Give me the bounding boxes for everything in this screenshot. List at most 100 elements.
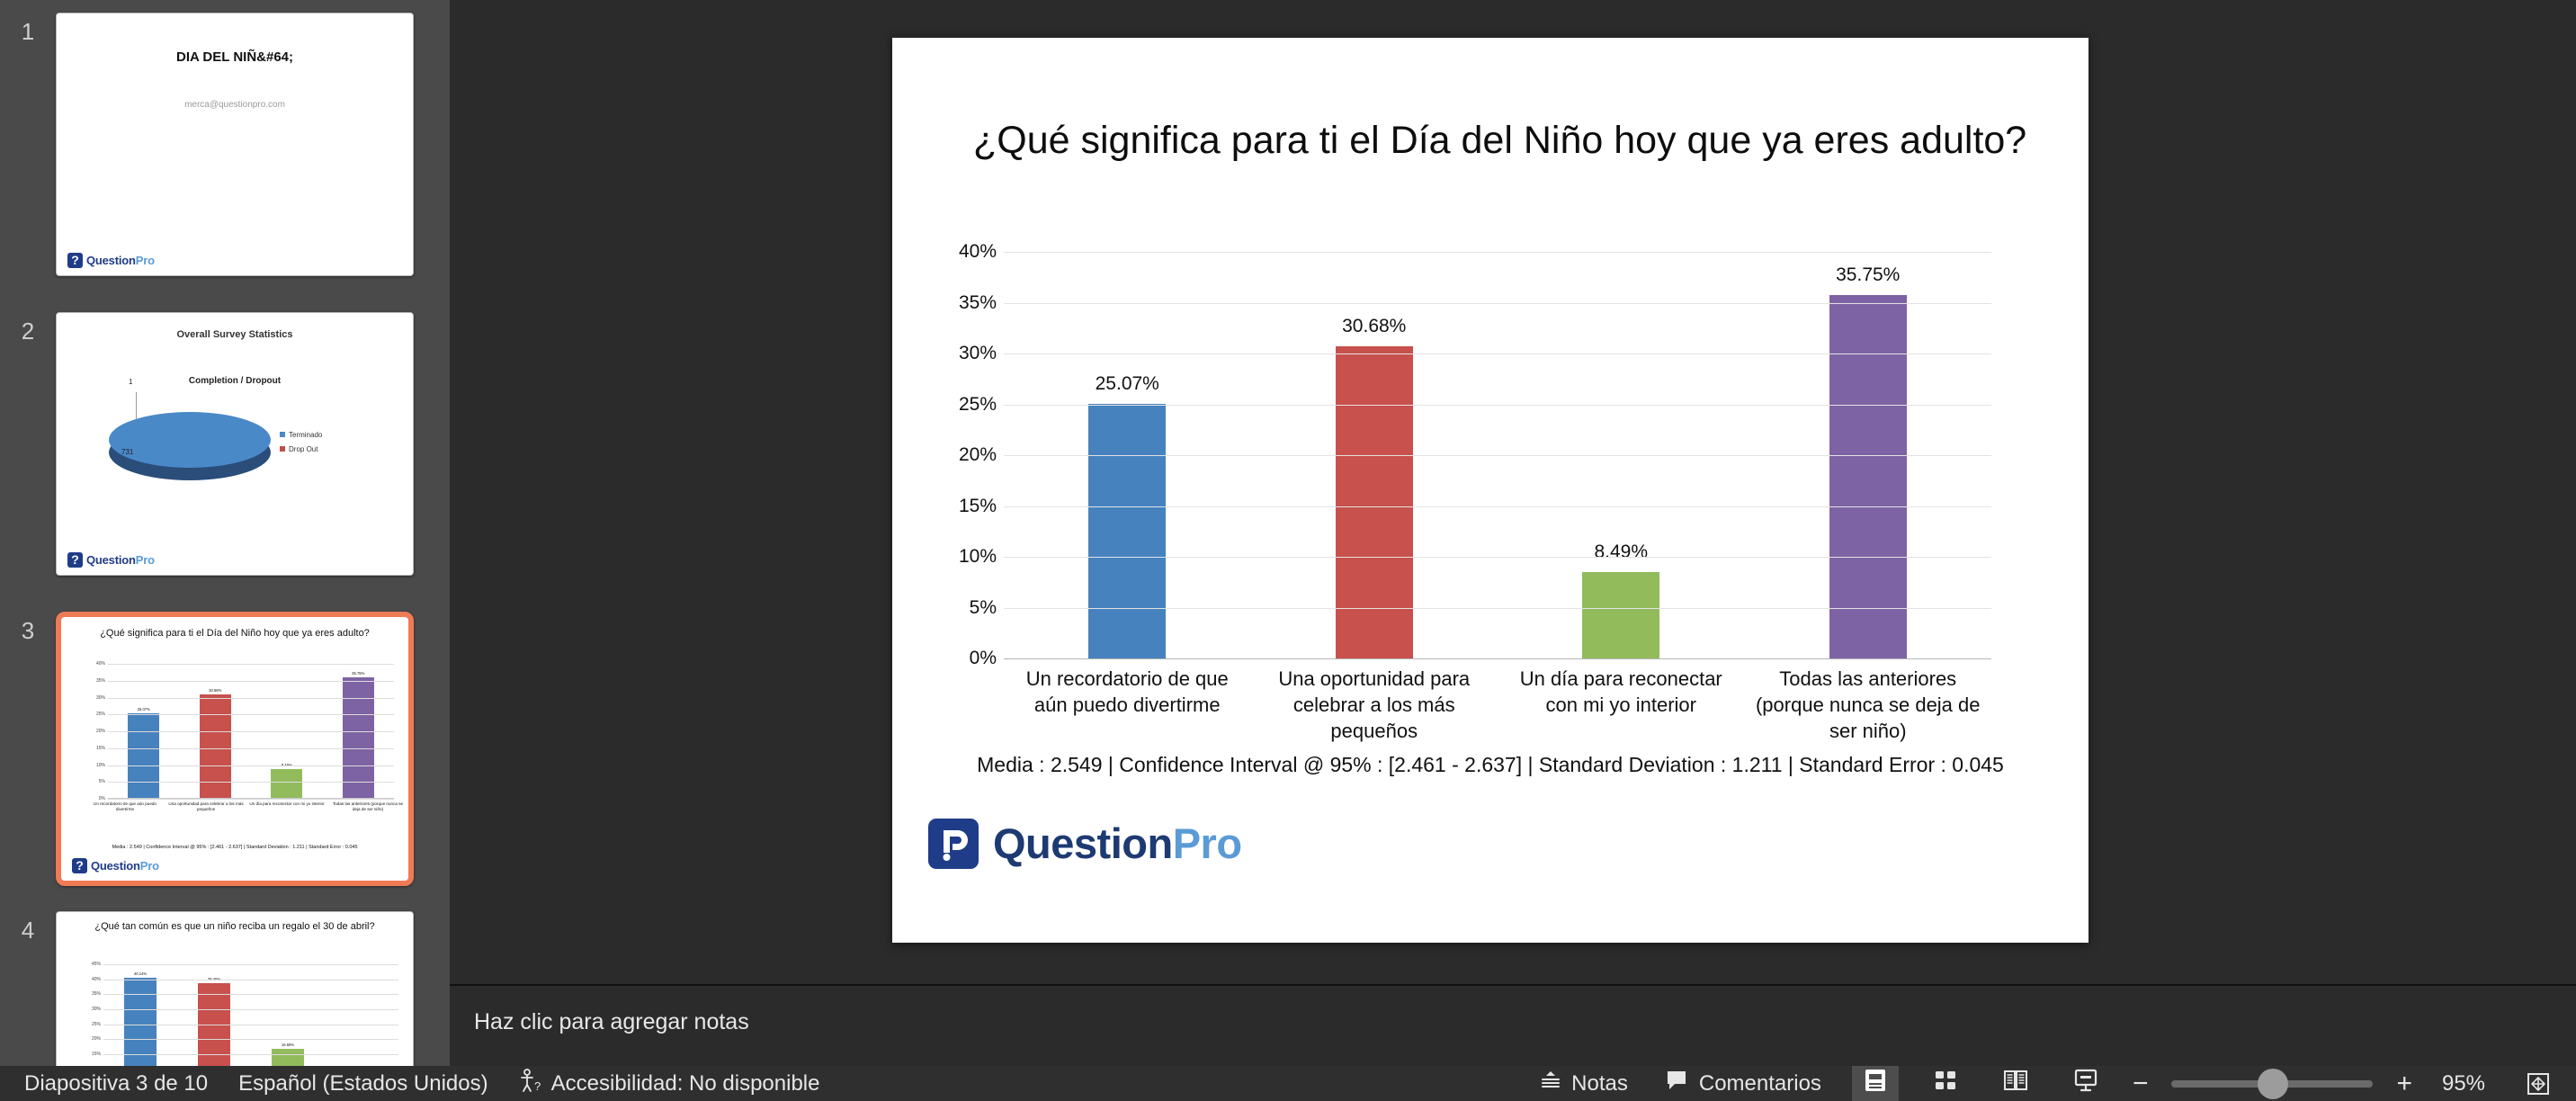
thumb2-logo-secondary: Pro [135,553,155,567]
mini4-bar-column: 16.59% [264,964,311,1066]
mini4-ytick-2: 35% [91,991,101,998]
comment-bubble-icon [1666,1070,1689,1097]
slide-thumb-frame-1[interactable]: DIA DEL NIÑ&#64; merca@questionpro.com Q… [56,13,414,276]
mini3-bar-value-3: 35.75% [352,670,365,676]
chart-bar-column[interactable]: 25.07% [1004,252,1251,658]
notes-pane[interactable]: Haz clic para agregar notas [450,984,2576,1066]
slide-editing-area[interactable]: ¿Qué significa para ti el Día del Niño h… [450,0,2576,984]
accessibility-person-icon: ? [519,1068,542,1099]
slide-number-2: 2 [21,318,35,345]
view-normal-button[interactable] [1851,1066,1899,1101]
notes-icon [1540,1070,1561,1097]
chart-gridline [1004,404,1991,406]
slide-number-3: 3 [21,617,35,644]
mini3-ytick-3: 25% [95,712,105,718]
chart-bar-3[interactable] [1829,295,1907,658]
chart-ytick-8: 0% [969,648,997,668]
mini3-gridline [108,680,394,682]
slide-thumbnail-1[interactable]: 1 DIA DEL NIÑ&#64; merca@questionpro.com… [0,13,450,276]
bar-chart[interactable]: 40% 35% 30% 25% 20% 15% 10% 5% 0% 25.07% 30.68% 8.… [948,241,2018,742]
book-reading-icon [2003,1069,2028,1098]
language-indicator[interactable]: Español (Estados Unidos) [238,1071,487,1097]
thumb2-logo-primary: Question [86,553,136,567]
slide-thumb-frame-3[interactable]: ¿Qué significa para ti el Día del Niño h… [56,612,414,886]
fit-window-icon [2527,1072,2549,1095]
mini3-bar-value-1: 30.68% [209,687,222,693]
slide-thumb-frame-2[interactable]: Overall Survey Statistics Completion / D… [56,312,414,576]
chart-bar-column[interactable]: 30.68% [1251,252,1498,658]
questionpro-logo: QuestionPro [928,819,1242,869]
mini3-bar-column: 35.75% [335,664,381,798]
notes-button[interactable]: Notas [1533,1066,1635,1101]
slide-title[interactable]: ¿Qué significa para ti el Día del Niño h… [973,119,2027,162]
mini3-bar-value-0: 25.07% [137,707,150,712]
zoom-out-button[interactable]: − [2132,1068,2149,1098]
mini3-gridline [108,765,394,766]
chart-gridline [1004,506,1991,507]
chart-ytick-3: 25% [958,393,997,415]
zoom-slider[interactable] [2171,1068,2374,1099]
notes-placeholder[interactable]: Haz clic para agregar notas [474,1009,749,1034]
view-presentation-button[interactable] [2062,1066,2109,1101]
mini3-gridline [108,799,394,800]
view-slide-sorter-button[interactable] [1922,1066,1969,1101]
thumb2-value-main: 731 [121,448,134,456]
mini3-bar-column: 8.49% [264,664,309,798]
slide-thumb-frame-4[interactable]: ¿Qué tan común es que un niño reciba un … [56,911,414,1066]
mini3-bar-column: 25.07% [121,664,166,798]
mini3-gridline [108,697,394,699]
zoom-slider-handle[interactable] [2258,1068,2289,1099]
thumb1-logo-secondary: Pro [135,254,155,267]
thumb2-title: Overall Survey Statistics [176,329,293,340]
status-bar[interactable]: Diapositiva 3 de 10 Español (Estados Uni… [0,1066,2576,1101]
slide-counter[interactable]: Diapositiva 3 de 10 [24,1071,208,1097]
mini4-bar-column: 40.14% [117,964,164,1066]
mini3-ytick-2: 30% [95,694,105,701]
slide-thumbnail-panel[interactable]: 1 DIA DEL NIÑ&#64; merca@questionpro.com… [0,0,450,1066]
thumb1-email: merca@questionpro.com [184,100,285,110]
thumb3-title: ¿Qué significa para ti el Día del Niño h… [100,628,370,639]
chart-bar-column[interactable]: 35.75% [1745,252,1992,658]
thumb1-logo-primary: Question [86,254,136,267]
slide-thumbnail-4[interactable]: 4 ¿Qué tan común es que un niño reciba u… [0,911,450,1066]
thumb2-legend: Terminado Drop Out [280,428,322,457]
chart-bar-0[interactable] [1088,403,1167,658]
mini3-bar-3 [342,676,374,798]
chart-gridline [1004,557,1991,558]
comments-button[interactable]: Comentarios [1659,1066,1829,1101]
mini3-bar-1 [199,694,231,798]
chart-bar-value-3: 35.75% [1836,264,1901,286]
zoom-in-button[interactable]: + [2396,1068,2412,1098]
mini4-gridline [103,964,398,965]
slide-thumbnail-2[interactable]: 2 Overall Survey Statistics Completion /… [0,312,450,576]
mini3-gridline [108,782,394,783]
mini3-ytick-4: 20% [95,729,105,734]
mini4-ytick-5: 20% [91,1036,101,1043]
mini3-bar-2 [271,769,303,798]
mini4-gridline [103,1054,398,1055]
svg-text:?: ? [534,1079,541,1093]
view-reading-button[interactable] [1992,1066,2039,1101]
chart-bar-1[interactable] [1335,346,1413,658]
slide-thumbnail-3[interactable]: 3 ¿Qué significa para ti el Día del Niño… [0,612,450,886]
accessibility-label: Accesibilidad: No disponible [550,1070,820,1096]
chart-ytick-7: 5% [969,596,997,618]
questionpro-mark-icon [67,252,83,268]
mini3-xlabel-3: Todas las anteriores (porque nunca se de… [332,801,404,811]
mini3-ytick-5: 15% [95,745,105,751]
fit-to-window-button[interactable] [2515,1066,2562,1101]
chart-bar-value-1: 30.68% [1342,316,1407,337]
mini4-gridline [103,994,398,996]
accessibility-status[interactable]: ? Accesibilidad: No disponible [519,1068,820,1099]
mini3-gridline [108,747,394,749]
chart-xlabel-2: Un día para reconectar con mi yo interio… [1519,667,1722,716]
current-slide-canvas[interactable]: ¿Qué significa para ti el Día del Niño h… [892,38,2089,943]
projector-screen-icon [2073,1068,2098,1099]
mini4-bar-value-1: 38.46% [181,977,246,981]
mini4-ytick-1: 40% [91,976,101,982]
mini4-gridline [103,1009,398,1010]
chart-bar-2[interactable] [1582,572,1660,658]
chart-gridline [1004,252,1991,253]
zoom-level-label[interactable]: 95% [2441,1070,2486,1096]
chart-ytick-4: 20% [958,444,997,465]
